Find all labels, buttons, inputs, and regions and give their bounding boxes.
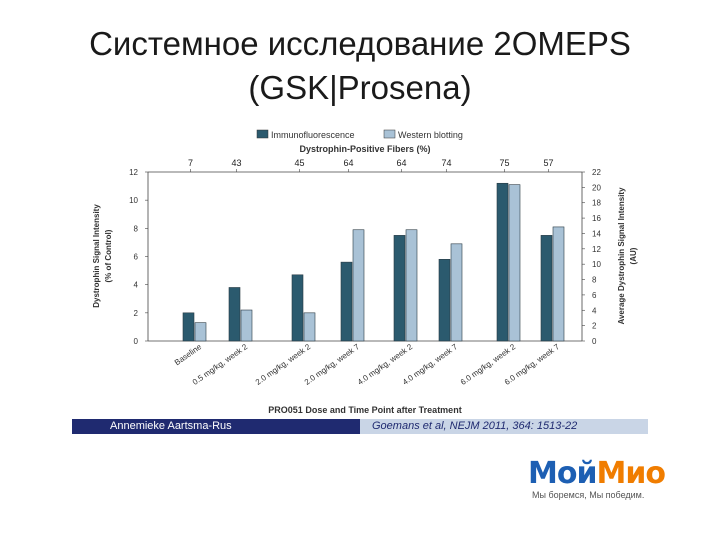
left-tick-label-4: 8 (134, 224, 139, 233)
left-tick-label-1: 2 (134, 309, 139, 318)
left-axis-label-1: Dystrophin Signal Intensity (92, 204, 101, 308)
category-label-3: 2.0 mg/kg, week 7 (303, 342, 362, 387)
legend-swatch-0 (256, 129, 269, 139)
logo-tagline: Мы боремся, Мы победим. (532, 490, 645, 500)
legend-label-0: Immunofluorescence (271, 130, 355, 140)
left-tick-label-3: 6 (134, 253, 139, 262)
top-value-5: 74 (441, 158, 451, 168)
top-value-0: 7 (188, 158, 193, 168)
bar-1-immunofluorescence (228, 287, 241, 342)
right-tick-label-10: 20 (592, 183, 601, 192)
bar-3-immunofluorescence (340, 261, 353, 342)
moymio-logo: МойМио Мы боремся, Мы победим. (528, 458, 698, 508)
right-tick-label-0: 0 (592, 337, 597, 346)
logo-part-1: Мой (528, 456, 597, 491)
right-tick-label-4: 8 (592, 276, 597, 285)
top-axis-title: Dystrophin-Positive Fibers (%) (299, 144, 430, 154)
right-tick-label-7: 14 (592, 229, 601, 238)
left-axis-label-2: (% of Control) (104, 229, 113, 282)
bar-3-western-blotting (352, 229, 365, 342)
bar-5-immunofluorescence (438, 259, 451, 342)
slide-title-line-2: (GSK|Prosena) (248, 69, 472, 106)
bar-6-immunofluorescence (496, 182, 509, 342)
right-tick-label-11: 22 (592, 168, 601, 177)
bar-0-western-blotting (194, 322, 207, 342)
top-value-3: 64 (343, 158, 353, 168)
credit-author: Annemieke Aartsma-Rus (72, 419, 360, 434)
left-tick-label-0: 0 (134, 337, 139, 346)
top-value-2: 45 (294, 158, 304, 168)
right-tick-label-3: 6 (592, 291, 597, 300)
bar-2-immunofluorescence (291, 274, 304, 342)
right-tick-label-9: 18 (592, 199, 601, 208)
right-axis-label-2: (AU) (629, 247, 638, 264)
legend-label-1: Western blotting (398, 130, 463, 140)
bar-1-western-blotting (240, 309, 253, 342)
logo-part-2: Мио (596, 456, 665, 491)
logo-wordmark: МойМио (528, 458, 698, 490)
dystrophin-chart: Immunofluorescence Western blotting Dystro… (92, 129, 638, 415)
left-tick-label-2: 4 (134, 281, 139, 290)
right-axis-label-1: Average Dystrophin Signal Intensity (617, 187, 626, 325)
slide-title-line-1: Системное исследование 2OMEPS (89, 25, 631, 62)
right-tick-label-5: 10 (592, 260, 601, 269)
left-tick-label-6: 12 (129, 168, 138, 177)
left-tick-label-5: 10 (129, 196, 138, 205)
bar-4-western-blotting (405, 229, 418, 342)
legend-swatch-1 (383, 129, 396, 139)
top-value-7: 57 (543, 158, 553, 168)
bar-0-immunofluorescence (182, 312, 195, 342)
right-tick-label-6: 12 (592, 245, 601, 254)
bar-7-immunofluorescence (540, 235, 553, 342)
right-tick-label-1: 2 (592, 322, 597, 331)
right-tick-label-2: 4 (592, 306, 597, 315)
bar-4-immunofluorescence (393, 235, 406, 342)
bar-5-western-blotting (450, 243, 463, 342)
right-tick-label-8: 16 (592, 214, 601, 223)
slide-title: Системное исследование 2OMEPS (GSK|Prose… (0, 22, 720, 110)
top-value-6: 75 (499, 158, 509, 168)
bar-7-western-blotting (552, 226, 565, 342)
top-value-1: 43 (231, 158, 241, 168)
top-value-4: 64 (396, 158, 406, 168)
bar-2-western-blotting (303, 312, 316, 342)
bar-6-western-blotting (508, 184, 521, 342)
credit-citation: Goemans et al, NEJM 2011, 364: 1513-22 (360, 419, 648, 434)
category-label-0: Baseline (173, 342, 204, 367)
credit-bar: Annemieke Aartsma-Rus Goemans et al, NEJ… (72, 419, 648, 434)
x-axis-label: PRO051 Dose and Time Point after Treatme… (268, 405, 461, 415)
